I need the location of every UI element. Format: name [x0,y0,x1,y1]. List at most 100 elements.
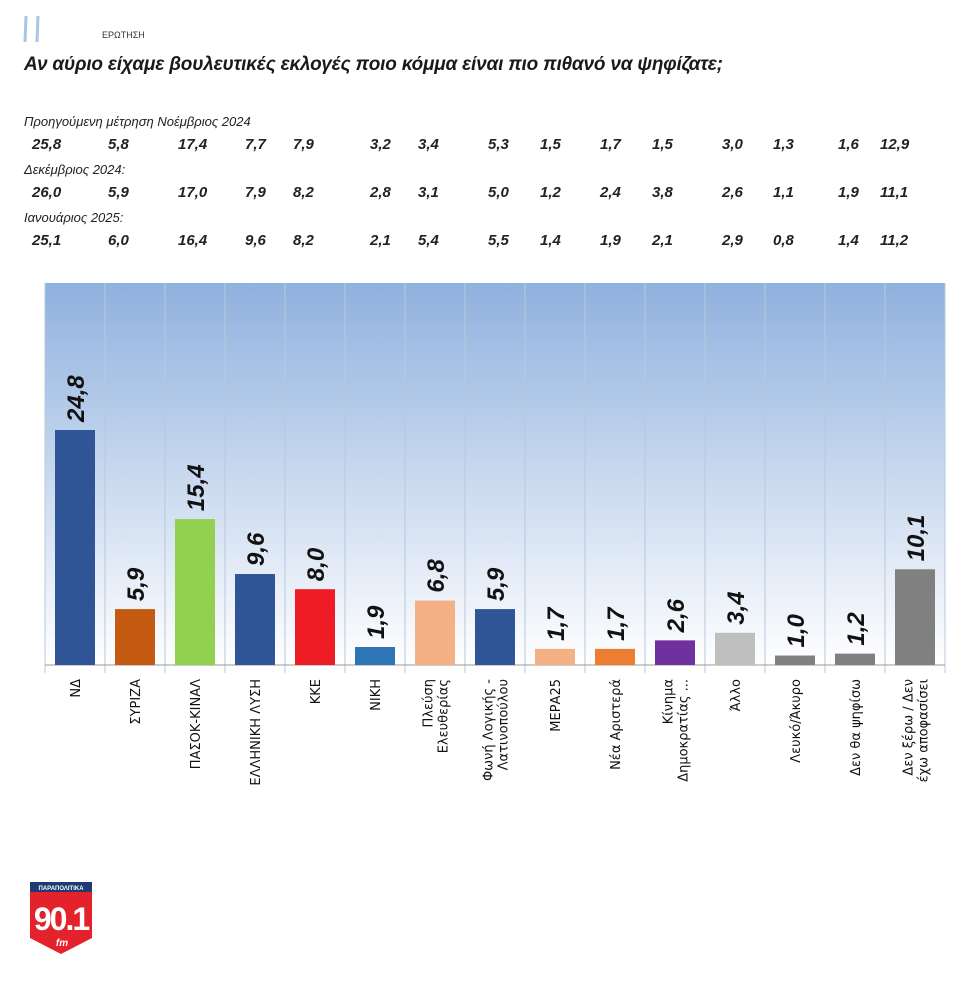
measurement-value: 5,9 [108,184,129,201]
measurement-value: 0,8 [773,232,794,249]
measurement-value: 1,5 [540,136,561,153]
measurement-value: 2,1 [370,232,391,249]
bar-chart: 24,8 ΝΔ 5,9 ΣΥΡΙΖΑ 15,4 ΠΑΣΟΚ-ΚΙΝΑΛ 9,6 ΕΛΛΗΝΙΚ… [44,283,946,786]
measurement-value: 1,4 [540,232,561,249]
measurement-value: 2,8 [370,184,391,201]
measurement-value: 3,2 [370,136,391,153]
bar [715,632,755,665]
measurement-value: 1,9 [838,184,859,201]
bar [415,600,455,665]
measurement-value: 8,2 [293,232,314,249]
category-label: έχω αποφασίσει [917,679,932,782]
measurement-value: 9,6 [245,232,266,249]
measurement-value: 11,1 [880,184,909,201]
category-label: ΚΚΕ [309,679,324,704]
bar [295,589,335,665]
category-label: ΣΥΡΙΖΑ [129,679,144,725]
page-title: Αν αύριο είχαμε βουλευτικές εκλογές ποιο… [24,54,723,75]
bar [775,655,815,665]
data-label: 24,8 [63,375,90,423]
category-label: Δημοκρατίας ... [677,679,692,782]
data-label: 15,4 [183,464,210,511]
measurement-value: 16,4 [178,232,208,249]
measurement-label: Προηγούμενη μέτρηση Νοέμβριος 2024 [24,114,251,129]
measurement-value: 5,8 [108,136,129,153]
bar [475,609,515,665]
svg-text:fm: fm [56,938,68,949]
category-label: Πλεύση [422,679,437,728]
category-label: ΜΕΡΑ25 [549,679,564,732]
measurement-value: 11,2 [880,232,909,249]
category-label: Δεν ξέρω / Δεν [902,679,917,776]
category-label: Φωνή Λογικής - [482,679,497,781]
measurement-value: 2,4 [600,184,621,201]
category-label: ΝΔ [69,679,84,698]
bar [235,574,275,665]
measurement-label: Ιανουάριος 2025: [24,210,124,225]
measurement-value: 12,9 [880,136,910,153]
measurement-value: 1,6 [838,136,859,153]
category-label: Νέα Αριστερά [609,679,624,770]
measurement-value: 5,0 [488,184,509,201]
data-label: 1,7 [603,606,630,641]
bar [835,653,875,665]
data-label: 3,4 [723,591,750,624]
data-label: 1,2 [843,612,870,646]
svg-text:ΠΑΡΑΠΟΛΙΤΙΚΑ: ΠΑΡΑΠΟΛΙΤΙΚΑ [38,886,84,892]
category-label: Λατινοπούλου [497,679,512,770]
measurement-value: 7,9 [245,184,266,201]
measurement-value: 1,9 [600,232,621,249]
bar [115,609,155,665]
data-label: 1,7 [543,606,570,641]
measurement-value: 17,4 [178,136,208,153]
bar [895,569,935,665]
measurement-value: 2,9 [722,232,743,249]
measurement-value: 1,4 [838,232,859,249]
measurement-value: 7,9 [293,136,314,153]
measurement-value: 1,1 [773,184,794,201]
measurement-value: 2,6 [722,184,743,201]
measurement-value: 17,0 [178,184,208,201]
bar [595,648,635,665]
data-label: 9,6 [243,532,270,566]
data-label: 6,8 [423,559,450,593]
category-label: ΠΑΣΟΚ-ΚΙΝΑΛ [189,679,204,769]
measurement-value: 1,5 [652,136,673,153]
measurement-value: 5,3 [488,136,509,153]
bar [55,430,95,665]
category-label: Άλλο [729,679,744,711]
bar [175,519,215,665]
measurement-value: 1,2 [540,184,561,201]
category-label: Δεν θα ψηφίσω [849,679,864,776]
measurement-value: 5,5 [488,232,509,249]
measurement-value: 3,1 [418,184,439,201]
measurement-value: 6,0 [108,232,129,249]
data-label: 10,1 [903,515,930,562]
measurement-value: 5,4 [418,232,439,249]
data-label: 8,0 [303,547,330,581]
measurement-label: Δεκέμβριος 2024: [24,162,126,177]
radio-logo: ΠΑΡΑΠΟΛΙΤΙΚΑ 90.1 fm [30,882,92,954]
measurement-value: 3,4 [418,136,439,153]
measurement-value: 2,1 [652,232,673,249]
measurement-value: 3,8 [652,184,673,201]
category-label: Λευκό/Άκυρο [789,679,804,763]
quote-icon [23,15,40,43]
measurement-value: 8,2 [293,184,314,201]
data-label: 1,9 [363,605,390,639]
measurement-value: 26,0 [32,184,62,201]
category-label: Κίνημα [662,679,677,724]
measurement-value: 3,0 [722,136,743,153]
svg-text:90.1: 90.1 [34,901,89,937]
question-label: ΕΡΩΤΗΣΗ [102,30,145,40]
category-label: Ελευθερίας [437,679,452,753]
category-label: ΕΛΛΗΝΙΚΗ ΛΥΣΗ [249,679,264,786]
bar [355,646,395,665]
measurement-value: 25,8 [32,136,62,153]
measurement-value: 1,7 [600,136,621,153]
data-label: 5,9 [123,567,150,601]
bar [655,640,695,665]
measurement-value: 1,3 [773,136,794,153]
measurement-value: 25,1 [32,232,62,249]
data-label: 2,6 [663,598,690,633]
